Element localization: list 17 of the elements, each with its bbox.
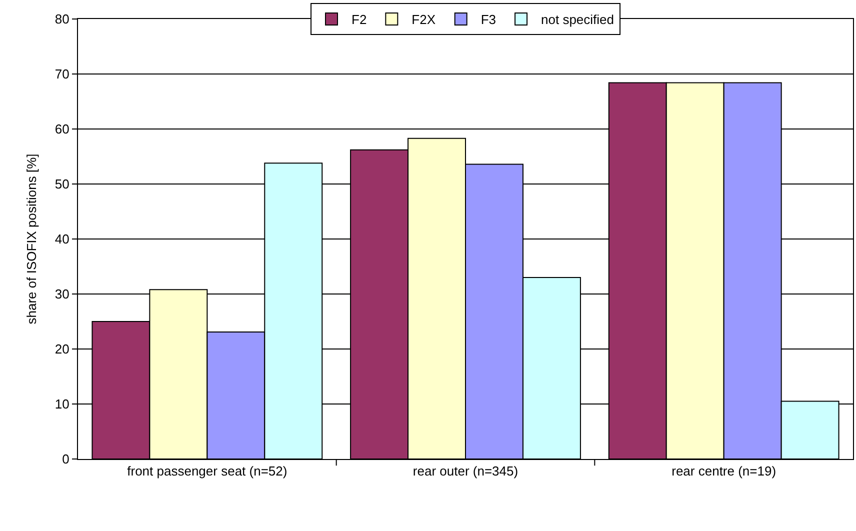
y-axis-title: share of ISOFIX positions [%] [24,154,39,324]
legend-label: F2 [352,12,367,28]
y-tick-label: 50 [54,176,70,192]
legend-label: not specified [541,12,614,28]
y-tick-label: 10 [54,396,70,412]
y-tick-label: 30 [54,286,70,302]
legend-label: F2X [412,12,436,28]
y-tick-label: 40 [54,232,70,247]
y-tick-label: 0 [62,452,70,467]
y-tick-label: 60 [54,122,70,137]
x-tick-label: front passenger seat (n=52) [127,464,288,479]
y-tick-label: 20 [54,342,70,357]
y-tick-label: 80 [54,12,70,27]
x-tick-label: rear centre (n=19) [672,464,776,479]
legend-label: F3 [480,12,496,28]
x-tick-label: rear outer (n=345) [412,464,518,479]
y-tick-label: 70 [54,66,70,82]
